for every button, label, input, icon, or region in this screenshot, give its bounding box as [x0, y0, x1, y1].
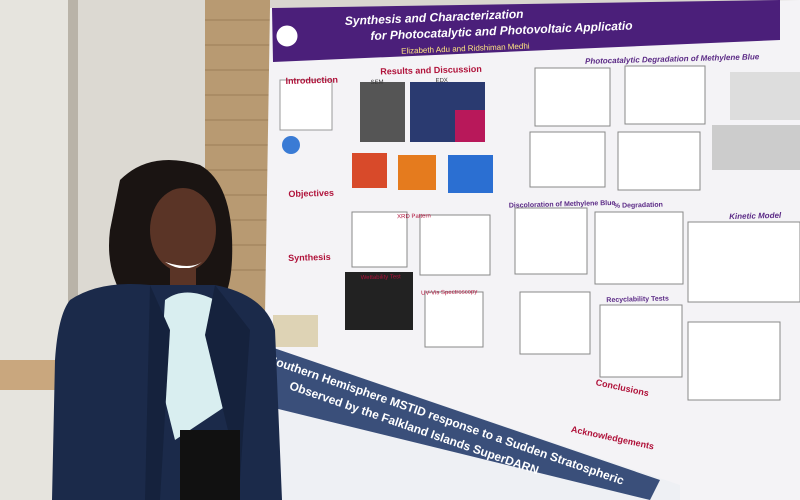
plot: [594, 211, 684, 285]
plot: [624, 65, 706, 125]
label: EDX: [435, 78, 447, 84]
plot: [529, 131, 606, 188]
poster-header: [272, 0, 780, 62]
label: Recyclability Tests: [606, 295, 669, 304]
figure: [279, 79, 333, 131]
label: UV-Vis Spectroscopy: [421, 289, 477, 296]
vials-photo: [712, 125, 800, 170]
label: Wettability Test: [361, 274, 402, 281]
bar-plot: [687, 321, 781, 401]
window-frame: [68, 0, 78, 500]
xrd-plot: [351, 211, 408, 268]
bar-plot: [519, 291, 591, 355]
heatmap: [398, 155, 436, 190]
poster-content: [273, 65, 800, 401]
section-heading: Objectives: [288, 188, 334, 199]
lower-poster-header: [262, 345, 660, 500]
trousers: [180, 430, 240, 500]
edx-image: [455, 110, 485, 142]
section-heading: Introduction: [285, 75, 338, 86]
plot: [617, 131, 701, 191]
plot: [687, 221, 800, 303]
person: [52, 160, 282, 500]
face: [150, 188, 216, 272]
heatmap: [448, 155, 493, 193]
sem-image: [360, 82, 405, 142]
heatmap: [352, 153, 387, 188]
label: Discoloration of Methylene Blue: [509, 200, 616, 210]
vials-photo: [730, 72, 800, 120]
lapel: [145, 285, 170, 500]
sample-photos: [273, 315, 318, 347]
university-seal: [275, 24, 299, 48]
wettability-photos: [345, 272, 413, 330]
section-heading: Results and Discussion: [380, 64, 482, 77]
label: % Degradation: [614, 202, 663, 210]
plot: [534, 67, 611, 127]
plot: [514, 207, 588, 275]
label: XRD Pattern: [397, 213, 431, 220]
xrd-plot: [419, 214, 491, 276]
bar-plot: [599, 304, 683, 378]
figure: [282, 136, 300, 154]
uv-plot: [424, 291, 484, 348]
section-heading: Synthesis: [288, 252, 331, 263]
section-heading: Kinetic Model: [729, 211, 782, 221]
smile: [165, 262, 202, 269]
label: SEM: [370, 80, 383, 86]
